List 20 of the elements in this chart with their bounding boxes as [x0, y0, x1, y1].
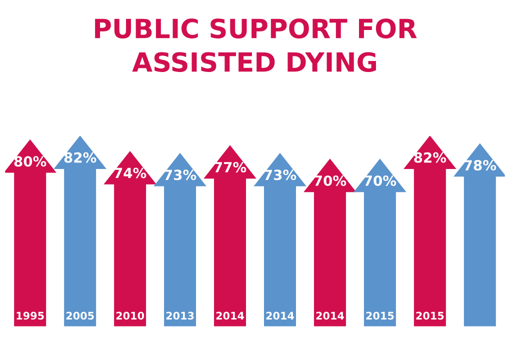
data-label: 82%: [414, 152, 446, 163]
x-tick-label: 1995: [16, 312, 44, 320]
data-label: 80%: [14, 156, 46, 167]
data-label: 73%: [264, 170, 296, 180]
data-label: 73%: [164, 170, 196, 180]
data-label: 82%: [64, 152, 96, 163]
data-label: 70%: [364, 175, 396, 186]
data-label: 70%: [314, 175, 346, 186]
x-tick-label: 2014: [316, 312, 344, 320]
x-tick-label: 2014: [266, 312, 294, 320]
x-tick-label: 2005: [66, 312, 94, 320]
chart-title: PUBLIC SUPPORT FOR ASSISTED DYING: [95, 18, 417, 72]
data-label: 77%: [214, 162, 246, 172]
x-tick-label: 2015: [416, 312, 444, 320]
x-tick-label: 2014: [216, 312, 244, 320]
data-label: 78%: [464, 160, 496, 171]
x-tick-label: 2013: [166, 312, 194, 320]
data-label: 74%: [114, 168, 146, 178]
x-tick-label: 2010: [116, 312, 144, 320]
x-tick-label: 2015: [366, 312, 394, 320]
